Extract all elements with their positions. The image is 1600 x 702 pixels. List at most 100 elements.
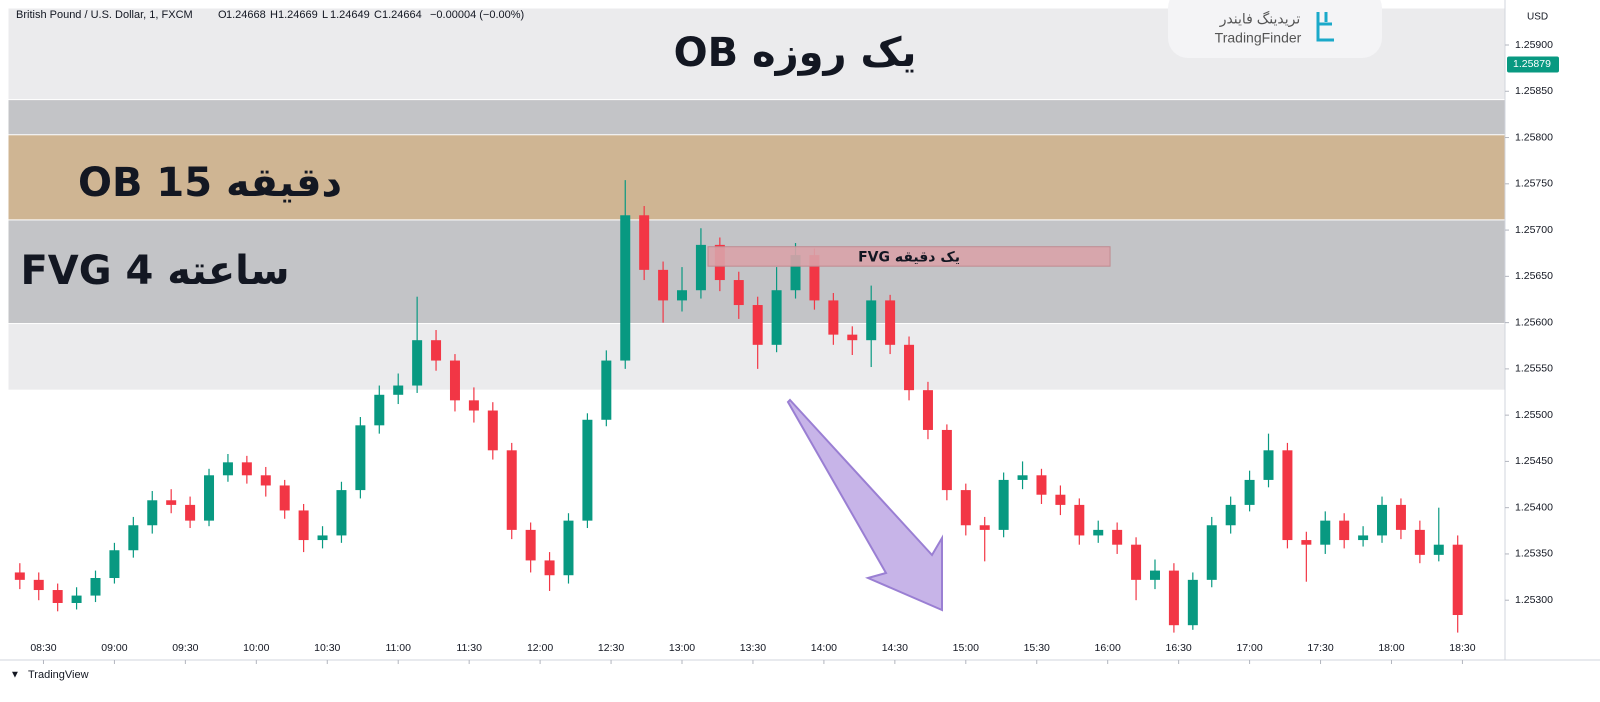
logo-box [1168, 0, 1382, 58]
candle-body [468, 400, 479, 411]
candle-body [620, 215, 631, 361]
y-tick-label: 1.25600 [1515, 316, 1553, 328]
candle-body [147, 500, 158, 526]
candle-body [1263, 450, 1274, 480]
fvg-box [707, 246, 1111, 267]
candle-body [71, 595, 82, 603]
candle-body [809, 255, 820, 301]
candle-body [204, 475, 215, 521]
candle-body [1433, 544, 1444, 555]
y-tick-label: 1.25500 [1515, 409, 1553, 421]
fvg-label: FVG یک دقیقه [858, 249, 960, 265]
candle-body [695, 244, 706, 291]
x-tick-label: 14:30 [882, 642, 908, 654]
x-tick-label: 12:00 [527, 642, 553, 654]
candle-body [998, 479, 1009, 530]
y-tick-label: 1.25300 [1515, 594, 1553, 606]
candle-body [222, 462, 233, 476]
candle-body [336, 490, 347, 536]
ohlc-change: −0.00004 (−0.00%) [430, 9, 524, 21]
ohlc-key: C [374, 9, 382, 21]
candle-body [790, 255, 801, 291]
candle-body [544, 560, 555, 576]
candle-body [1452, 544, 1463, 616]
candle-body [922, 390, 933, 430]
candle-body [1225, 504, 1236, 526]
zone [7, 134, 1506, 221]
candle-body [1149, 570, 1160, 580]
logo-en: TradingFinder [1215, 30, 1302, 46]
candle-body [412, 340, 423, 386]
candle-body [1377, 504, 1388, 536]
candle-body [241, 462, 252, 476]
x-tick-label: 16:00 [1095, 642, 1121, 654]
candle-body [1358, 535, 1369, 541]
candle-body [487, 410, 498, 451]
y-tick-label: 1.25650 [1515, 270, 1553, 282]
candle-body [33, 579, 44, 591]
candle-body [1074, 504, 1085, 536]
y-tick-label: 1.25800 [1515, 131, 1553, 143]
zones: OB یک روزه FVG 4 ساعته OB 15 دقیقه [7, 7, 1506, 391]
x-tick-label: 15:00 [953, 642, 979, 654]
candle-body [279, 485, 290, 511]
candle-body [1131, 544, 1142, 580]
x-tick-label: 13:00 [669, 642, 695, 654]
brand: TradingView [28, 669, 89, 681]
candle-body [658, 269, 669, 301]
y-tick-label: 1.25350 [1515, 548, 1553, 560]
candle-body [90, 578, 101, 596]
candle-body [1093, 529, 1104, 536]
symbol-title: British Pound / U.S. Dollar, 1, FXCM [16, 9, 193, 21]
x-tick-label: 18:00 [1378, 642, 1404, 654]
last-price-label: 1.25879 [1513, 58, 1551, 70]
brand-icon: ▼ [10, 670, 20, 681]
candle-body [1168, 570, 1179, 626]
candle-body [582, 419, 593, 521]
candle-body [393, 385, 404, 395]
x-tick-label: 11:30 [456, 642, 482, 654]
candle-body [828, 300, 839, 335]
candle-body [506, 450, 517, 530]
candle-body [904, 344, 915, 391]
candle-body [355, 425, 366, 491]
x-tick-label: 11:00 [385, 642, 411, 654]
candle-body [677, 290, 688, 301]
x-tick-label: 10:30 [314, 642, 340, 654]
candle-body [1036, 475, 1047, 495]
ohlc-value: 1.24664 [382, 9, 422, 21]
candle-body [1187, 579, 1198, 626]
candle-body [885, 300, 896, 345]
candle-body [752, 305, 763, 345]
zone-label: OB یک روزه [674, 30, 917, 76]
candle-body [109, 550, 120, 579]
x-tick-label: 15:30 [1024, 642, 1050, 654]
y-tick-label: 1.25850 [1515, 85, 1553, 97]
x-tick-label: 17:30 [1307, 642, 1333, 654]
x-tick-label: 17:00 [1236, 642, 1262, 654]
logo-fa: تریدینگ فایندر [1219, 11, 1301, 28]
candle-body [941, 429, 952, 491]
candle-body [1395, 504, 1406, 530]
candle-body [185, 504, 196, 521]
candle-body [601, 360, 612, 420]
ohlc-legend: O 1.24668 H 1.24669 L 1.24649 C 1.24664 −0.00004… [218, 9, 524, 21]
currency: USD [1527, 12, 1548, 23]
candle-body [128, 525, 139, 551]
candle-body [1017, 475, 1028, 480]
zone-label: FVG 4 ساعته [20, 248, 289, 294]
candle-body [166, 500, 177, 505]
x-tick-label: 16:30 [1165, 642, 1191, 654]
candle-body [1206, 525, 1217, 580]
x-tick-label: 13:30 [740, 642, 766, 654]
candle-body [317, 535, 328, 541]
candle-body [1301, 540, 1312, 545]
candle-body [1320, 520, 1331, 545]
axes: 1.25300 1.25350 1.25400 1.25450 1.25500 1.255… [30, 39, 1559, 664]
x-tick-label: 09:30 [172, 642, 198, 654]
x-tick-label: 18:30 [1449, 642, 1475, 654]
arrow [786, 398, 943, 612]
candle-body [866, 300, 877, 341]
zone-label: OB 15 دقیقه [78, 160, 342, 206]
